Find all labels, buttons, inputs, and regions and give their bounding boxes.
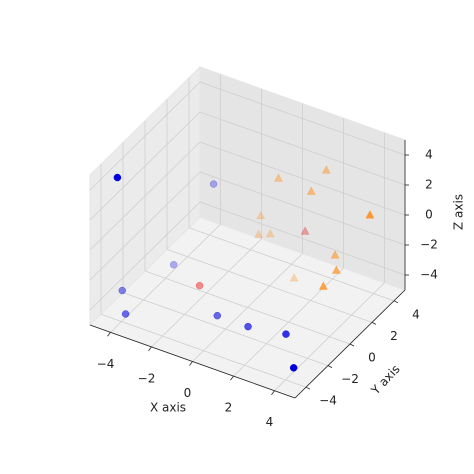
grid-line [100,313,307,388]
y-tick-label: 4 [412,307,420,321]
grid-line [199,81,406,156]
x-axis-line [89,324,296,399]
point [213,311,222,320]
x-tick-label: −2 [138,371,156,385]
tick-mark [327,365,333,368]
z-tick-label: −2 [420,238,438,252]
point [118,286,126,295]
point [121,310,130,318]
grid-line [199,201,406,276]
tick-mark [371,322,377,325]
x-tick-label: 4 [266,415,274,429]
point [274,173,283,182]
y-tick-label: 0 [368,351,376,365]
z-tick-label: 0 [425,208,433,222]
point [289,273,299,282]
x-axis-label: X axis [150,401,186,415]
grid-line [166,249,373,323]
tick-mark [349,343,355,347]
point [254,229,264,238]
y-tick-label: −4 [319,394,337,408]
point [282,330,290,338]
tick-mark [305,386,311,390]
y-axis-line [294,289,406,399]
point [289,364,298,372]
grid-line [199,111,406,186]
tick-mark [107,332,111,337]
tick-mark [148,346,152,352]
point [265,228,275,238]
grid-line [199,141,406,216]
z-tick-label: 4 [425,148,433,162]
point [195,281,204,290]
grid-line [89,81,201,191]
grid-line [89,141,201,251]
x-tick-label: 2 [225,401,233,415]
point [331,265,341,274]
grid-line [89,171,201,281]
point [169,260,178,269]
point [256,210,266,220]
point [300,226,310,235]
point [318,281,328,290]
z-axis-label: Z axis [452,194,466,230]
point [113,173,122,182]
z-tick-label: 2 [425,178,433,192]
point [306,186,316,195]
tick-mark [189,361,193,366]
grid-line [144,270,351,345]
point [321,165,331,174]
grid-line [188,227,395,302]
x-tick-label: 0 [184,386,192,400]
grid-line [89,201,201,311]
x-tick-label: −4 [97,357,115,371]
point [330,250,340,259]
tick-mark [230,375,234,381]
tick-mark [393,300,399,304]
grid-line [89,111,201,221]
z-tick-label: −4 [420,268,438,282]
point [365,210,375,219]
grid-line [122,292,329,366]
point [209,180,218,188]
grid-line [199,171,406,246]
tick-mark [271,390,275,395]
point [244,322,252,331]
y-axis-label: Y axis [368,362,403,398]
y-tick-label: 2 [390,329,398,343]
y-tick-label: −2 [341,372,359,386]
